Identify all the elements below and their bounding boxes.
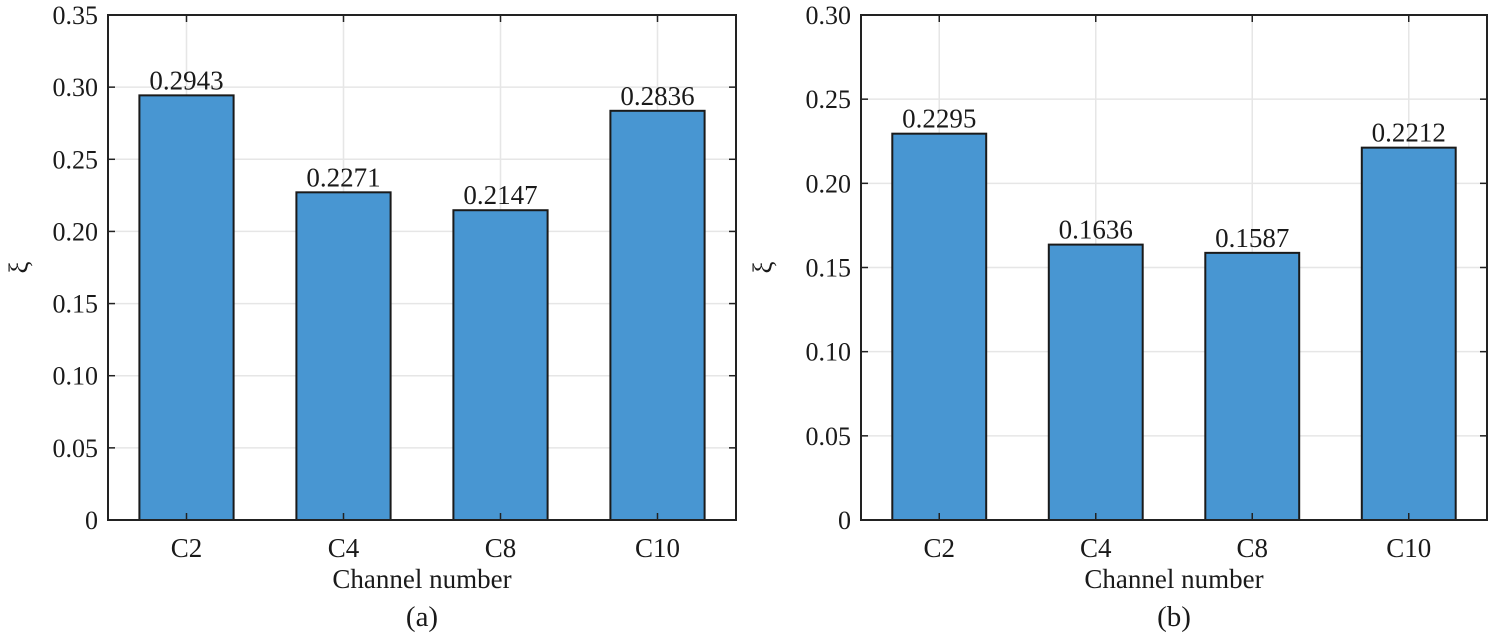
value-label-c10: 0.2836 (620, 81, 694, 111)
y-tick-label: 0 (85, 506, 98, 535)
value-label-c10: 0.2212 (1372, 118, 1446, 148)
y-tick-label: 0.05 (806, 422, 852, 451)
y-tick-label: 0.20 (806, 169, 852, 198)
value-label-c4: 0.1636 (1059, 215, 1133, 245)
y-axis-title: ξ (4, 261, 34, 273)
x-axis-title: Channel number (332, 564, 511, 594)
value-label-c2: 0.2295 (902, 104, 976, 134)
value-label-c8: 0.1587 (1215, 223, 1289, 253)
bar-c4 (295, 191, 392, 521)
y-axis-title: ξ (748, 261, 778, 273)
y-tick-label: 0.10 (53, 362, 99, 391)
bar-c8 (452, 209, 549, 521)
x-tick-label-c2: C2 (923, 533, 955, 563)
y-tick-label: 0.10 (806, 338, 852, 367)
bar-c2 (891, 132, 988, 522)
bar-c4 (1047, 243, 1144, 522)
x-tick-label-c10: C10 (635, 533, 680, 563)
x-tick-label-c4: C4 (328, 533, 360, 563)
bar-c10 (1360, 146, 1457, 521)
y-tick-label: 0.15 (806, 254, 852, 283)
panel-label: (a) (406, 601, 438, 633)
bar-c10 (609, 109, 706, 521)
bar-c8 (1204, 251, 1301, 521)
panel-label: (b) (1157, 601, 1191, 633)
x-tick-label-c4: C4 (1080, 533, 1112, 563)
x-tick-label-c8: C8 (1236, 533, 1268, 563)
y-tick-label: 0 (838, 506, 851, 535)
plot-frame (107, 14, 737, 521)
y-tick-label: 0.35 (53, 1, 99, 30)
y-tick-label: 0.05 (53, 434, 99, 463)
x-axis-title: Channel number (1084, 564, 1263, 594)
value-label-c2: 0.2943 (149, 65, 223, 95)
y-tick-label: 0.15 (53, 290, 99, 319)
x-tick-label-c10: C10 (1386, 533, 1431, 563)
panel-a: 0.2943 0.2271 0.2147 0.2836 0 0.05 0.10 0.15 0.2… (4, 1, 737, 633)
value-label-c4: 0.2271 (306, 162, 380, 192)
y-tick-label: 0.30 (53, 73, 99, 102)
x-tick-label-c2: C2 (171, 533, 203, 563)
y-tick-label: 0.20 (53, 217, 99, 246)
value-label-c8: 0.2147 (463, 180, 537, 210)
x-tick-label-c8: C8 (485, 533, 517, 563)
y-tick-label: 0.25 (806, 85, 852, 114)
bar-c2 (138, 94, 235, 521)
y-tick-label: 0.30 (806, 1, 852, 30)
panel-b: 0.2295 0.1636 0.1587 0.2212 0 0.05 0.10 0.15 0.2… (748, 1, 1488, 633)
y-tick-label: 0.25 (53, 145, 99, 174)
